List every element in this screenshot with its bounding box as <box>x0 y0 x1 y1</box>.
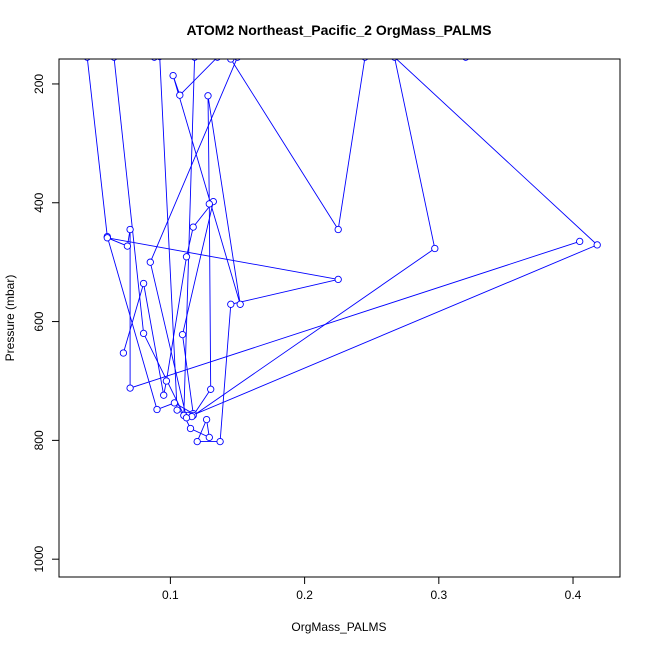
data-point <box>576 237 584 246</box>
y-axis-label: Pressure (mbar) <box>3 275 17 362</box>
data-point <box>178 330 187 339</box>
data-point <box>176 91 184 99</box>
x-axis: 0.1 0.2 0.3 0.4 <box>162 576 582 602</box>
data-point <box>216 437 224 446</box>
data-point <box>205 200 213 208</box>
data-point <box>193 437 201 446</box>
data-point <box>205 433 213 442</box>
y-tick-label: 800 <box>32 430 46 450</box>
data-point <box>119 349 128 357</box>
data-point <box>126 225 134 234</box>
data-point <box>103 234 111 242</box>
data-point <box>334 275 342 284</box>
chart-title: ATOM2 Northeast_Pacific_2 OrgMass_PALMS <box>187 22 492 38</box>
x-tick-label: 0.2 <box>296 588 313 602</box>
marker-layer <box>84 59 601 446</box>
data-point <box>227 300 235 308</box>
data-point <box>126 384 134 392</box>
x-tick-label: 0.4 <box>565 588 582 602</box>
data-point <box>593 241 601 249</box>
data-point <box>334 225 342 234</box>
y-axis: 200 400 600 800 1000 <box>32 74 60 573</box>
data-point <box>182 253 191 261</box>
data-point <box>207 385 215 393</box>
y-tick-label: 1000 <box>32 546 46 573</box>
data-point <box>146 258 154 266</box>
data-point <box>123 242 132 250</box>
data-point <box>169 71 177 80</box>
data-point <box>202 415 211 424</box>
data-point <box>431 244 439 253</box>
data-point <box>162 377 171 385</box>
data-point <box>236 300 244 308</box>
x-axis-label: OrgMass_PALMS <box>291 620 386 634</box>
data-point <box>189 223 197 231</box>
data-point <box>160 391 168 399</box>
y-tick-label: 400 <box>32 192 46 212</box>
data-point <box>204 92 212 100</box>
data-point <box>173 406 181 414</box>
data-point <box>139 329 148 338</box>
y-tick-label: 200 <box>32 74 46 94</box>
data-point <box>170 399 179 407</box>
data-point <box>139 279 148 288</box>
x-tick-label: 0.3 <box>430 588 447 602</box>
y-tick-label: 600 <box>32 311 46 331</box>
x-tick-label: 0.1 <box>162 588 179 602</box>
data-point <box>153 405 161 414</box>
data-point <box>227 59 235 63</box>
data-point <box>182 414 191 422</box>
data-point <box>186 424 195 433</box>
